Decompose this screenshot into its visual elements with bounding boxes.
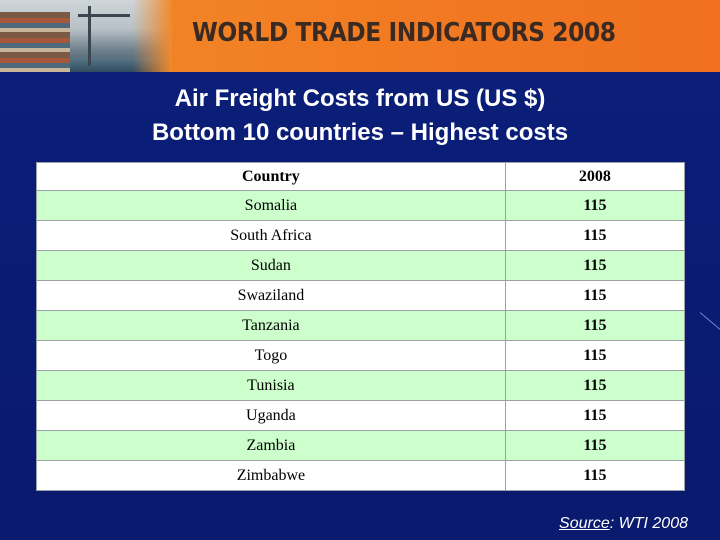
country-cell: Zambia (36, 430, 506, 461)
value-cell: 115 (504, 220, 686, 251)
country-cell: Tanzania (36, 310, 506, 341)
value-cell: 115 (504, 460, 686, 491)
country-cell: Sudan (36, 250, 506, 281)
table-header-row: Country 2008 (36, 162, 686, 191)
value-cell: 115 (504, 250, 686, 281)
banner-title: WORLD TRADE INDICATORS 2008 (192, 18, 616, 48)
country-cell: Togo (36, 340, 506, 371)
country-cell: Tunisia (36, 370, 506, 401)
decorative-line (699, 312, 720, 331)
column-header-2008: 2008 (504, 162, 686, 191)
country-cell: Swaziland (36, 280, 506, 311)
table-row: Zambia 115 (36, 430, 686, 461)
table-row: South Africa 115 (36, 220, 686, 251)
table-row: Uganda 115 (36, 400, 686, 431)
value-cell: 115 (504, 280, 686, 311)
slide-subtitle: Bottom 10 countries – Highest costs (151, 119, 569, 146)
port-photo (0, 0, 172, 72)
value-cell: 115 (504, 340, 686, 371)
value-cell: 115 (504, 400, 686, 431)
slide-title: Air Freight Costs from US (US $) (174, 85, 546, 112)
table-row: Somalia 115 (36, 190, 686, 221)
shipping-containers-image (0, 12, 70, 72)
table-row: Sudan 115 (36, 250, 686, 281)
table-row: Tunisia 115 (36, 370, 686, 401)
photo-fade (132, 0, 172, 72)
country-cell: Uganda (36, 400, 506, 431)
value-cell: 115 (504, 310, 686, 341)
crane-arm-image (78, 14, 130, 17)
source-note: Source: WTI 2008 (559, 515, 688, 533)
country-cell: Zimbabwe (36, 460, 506, 491)
table-row: Swaziland 115 (36, 280, 686, 311)
country-cell: South Africa (36, 220, 506, 251)
country-cell: Somalia (36, 190, 506, 221)
value-cell: 115 (504, 430, 686, 461)
table-row: Zimbabwe 115 (36, 460, 686, 491)
column-header-country: Country (36, 162, 506, 191)
value-cell: 115 (504, 370, 686, 401)
table-row: Tanzania 115 (36, 310, 686, 341)
value-cell: 115 (504, 190, 686, 221)
table-row: Togo 115 (36, 340, 686, 371)
crane-image (88, 6, 91, 66)
source-text: : WTI 2008 (609, 515, 688, 532)
header-banner: WORLD TRADE INDICATORS 2008 (0, 0, 720, 72)
source-label: Source (559, 515, 610, 532)
freight-cost-table: Country 2008 Somalia 115 South Africa 11… (36, 162, 686, 491)
